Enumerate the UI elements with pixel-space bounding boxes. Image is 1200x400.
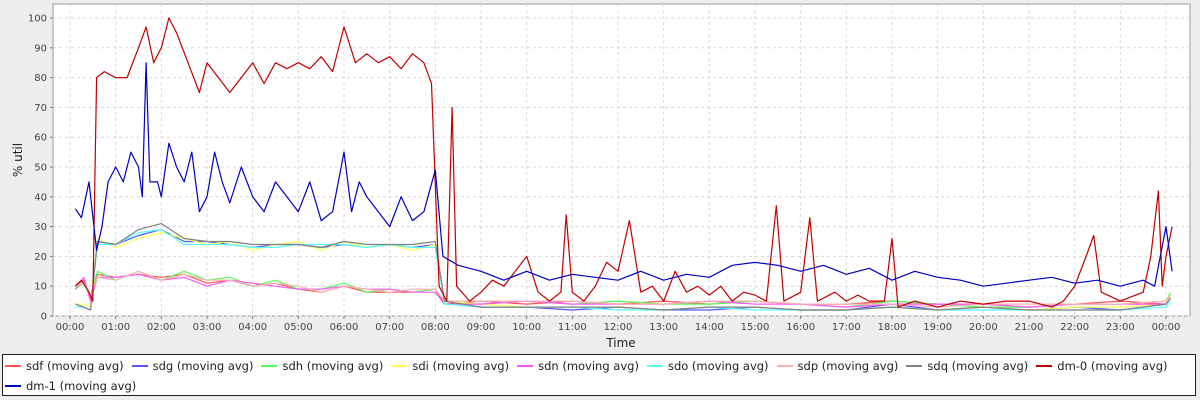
- y-tick-label: 60: [34, 133, 47, 144]
- x-tick-label: 03:00: [193, 322, 222, 333]
- y-tick-label: 90: [34, 43, 47, 54]
- legend-swatch: [776, 365, 793, 367]
- x-tick-label: 00:00: [56, 322, 85, 333]
- legend-label: sdi (moving avg): [412, 359, 510, 373]
- legend: sdf (moving avg) sdg (moving avg) sdh (mov…: [2, 354, 1196, 396]
- x-tick-label: 14:00: [695, 322, 724, 333]
- legend-label: sdq (moving avg): [927, 359, 1029, 373]
- x-tick-label: 17:00: [832, 322, 861, 333]
- series-lines: [74, 17, 1173, 311]
- y-tick-label: 50: [34, 163, 47, 174]
- x-tick-label: 23:00: [1106, 322, 1135, 333]
- legend-item-sdg: sdg (moving avg): [131, 356, 254, 376]
- legend-item-sdo: sdo (moving avg): [646, 356, 769, 376]
- x-tick-label: 07:00: [375, 322, 404, 333]
- x-tick-label: 13:00: [649, 322, 678, 333]
- legend-label: dm-1 (moving avg): [26, 379, 137, 393]
- x-tick-label: 10:00: [512, 322, 541, 333]
- x-tick-label: 18:00: [878, 322, 907, 333]
- utilization-chart: 0 10 20 30 40 50 60 70 80 90 100 00:00 01:00 02:00 03…: [11, 3, 1191, 350]
- legend-item-sdf: sdf (moving avg): [5, 356, 124, 376]
- legend-item-sdq: sdq (moving avg): [906, 356, 1028, 376]
- legend-item-sdn: sdn (moving avg): [517, 356, 639, 376]
- legend-swatch: [906, 365, 923, 367]
- legend-label: sdo (moving avg): [667, 359, 769, 373]
- y-tick-label: 0: [41, 312, 47, 323]
- legend-label: sdp (moving avg): [797, 359, 899, 373]
- x-tick-label: 02:00: [147, 322, 176, 333]
- x-tick-label: 06:00: [330, 322, 359, 333]
- x-axis-label: Time: [605, 336, 635, 350]
- series-line-sdq: [75, 223, 1172, 311]
- x-tick-label: 16:00: [786, 322, 815, 333]
- legend-label: dm-0 (moving avg): [1057, 359, 1168, 373]
- legend-item-sdi: sdi (moving avg): [391, 356, 509, 376]
- legend-item-dm-1: dm-1 (moving avg): [5, 376, 136, 396]
- legend-label: sdn (moving avg): [538, 359, 639, 373]
- x-tick-label: 09:00: [467, 322, 496, 333]
- plot-area: [52, 3, 1191, 317]
- legend-label: sdh (moving avg): [282, 359, 384, 373]
- legend-swatch: [261, 365, 278, 367]
- x-tick-label: 05:00: [284, 322, 313, 333]
- y-tick-label: 100: [28, 14, 47, 25]
- legend-swatch: [391, 365, 408, 367]
- legend-label: sdg (moving avg): [152, 359, 254, 373]
- y-tick-label: 20: [34, 252, 47, 263]
- legend-item-dm-0: dm-0 (moving avg): [1036, 356, 1168, 376]
- x-tick-label: 11:00: [558, 322, 587, 333]
- y-tick-label: 70: [34, 103, 47, 114]
- legend-swatch: [5, 365, 21, 367]
- x-axis-ticks: 00:00 01:00 02:00 03:00 04:00 05:00 06:00 07:00…: [56, 316, 1181, 333]
- gridlines: [53, 4, 1190, 317]
- legend-item-sdh: sdh (moving avg): [261, 356, 383, 376]
- x-tick-label: 12:00: [604, 322, 633, 333]
- y-axis-ticks: 0 10 20 30 40 50 60 70 80 90 100: [28, 14, 53, 323]
- x-tick-label: 19:00: [923, 322, 952, 333]
- legend-swatch: [1036, 365, 1053, 367]
- legend-swatch: [131, 365, 148, 367]
- x-tick-label: 08:00: [421, 322, 450, 333]
- x-tick-label: 22:00: [1060, 322, 1089, 333]
- legend-swatch: [646, 365, 663, 367]
- legend-swatch: [5, 385, 21, 387]
- x-tick-label: 00:00: [1152, 322, 1181, 333]
- y-tick-label: 30: [34, 222, 47, 233]
- series-line-dm-0: [74, 17, 1173, 308]
- x-tick-label: 20:00: [969, 322, 998, 333]
- y-tick-label: 10: [34, 282, 47, 293]
- legend-swatch: [517, 365, 534, 367]
- x-tick-label: 15:00: [741, 322, 770, 333]
- y-tick-label: 80: [34, 73, 47, 84]
- legend-label: sdf (moving avg): [26, 359, 124, 373]
- y-axis-label: % util: [11, 143, 25, 177]
- x-tick-label: 21:00: [1015, 322, 1044, 333]
- x-tick-label: 01:00: [101, 322, 130, 333]
- series-line-dm-1: [74, 62, 1173, 287]
- y-tick-label: 40: [34, 192, 47, 203]
- legend-item-sdp: sdp (moving avg): [776, 356, 899, 376]
- x-tick-label: 04:00: [238, 322, 267, 333]
